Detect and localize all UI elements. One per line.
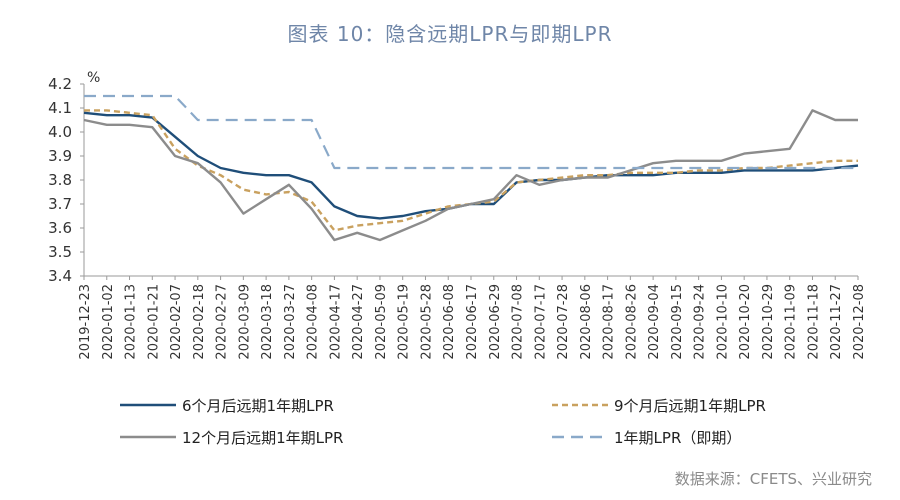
series-line-3 (84, 94, 858, 170)
legend-label-2: 12个月后远期1年期LPR (182, 429, 343, 447)
x-tick-label: 2020-12-08 (852, 284, 867, 360)
x-tick-label: 2020-08-06 (579, 284, 594, 360)
legend: 6个月后远期1年期LPR 9个月后远期1年期LPR 12个月后远期1年期LPR 1年期… (120, 397, 766, 447)
x-tick-label: 2020-08-26 (624, 284, 639, 360)
x-tick-label: 2020-04-17 (328, 284, 343, 360)
x-tick-label: 2020-04-27 (351, 284, 366, 360)
axes: 3.4 3.5 3.6 3.7 3.8 3.9 4.0 4.1 4.2 % 2019-12-23 20… (48, 70, 867, 360)
x-tick-label: 2020-02-27 (215, 284, 230, 360)
x-tick-label: 2020-07-08 (511, 284, 526, 360)
x-tick-label: 2020-10-29 (761, 284, 776, 360)
x-tick-label: 2020-02-07 (169, 284, 184, 360)
x-tick-label: 2020-01-13 (124, 284, 139, 360)
y-tick-label: 4.1 (48, 99, 72, 117)
y-tick-label: 3.7 (48, 195, 72, 213)
x-tick-label: 2020-10-10 (715, 284, 730, 360)
series-lines (83, 94, 859, 242)
y-unit-label: % (87, 70, 100, 86)
y-tick-label: 3.8 (48, 171, 72, 189)
y-tick-label: 3.6 (48, 219, 72, 237)
y-tick-label: 4.2 (48, 75, 72, 93)
x-tick-label: 2020-11-18 (806, 284, 821, 360)
x-tick-label: 2020-08-17 (602, 284, 617, 360)
x-tick-label: 2020-06-29 (488, 284, 503, 360)
y-tick-label: 4.0 (48, 123, 72, 141)
y-tick-label: 3.5 (48, 243, 72, 261)
x-tick-label: 2020-07-28 (556, 284, 571, 360)
series-line-2 (83, 109, 858, 242)
x-tick-label: 2020-04-08 (306, 284, 321, 360)
x-tick-label: 2020-06-08 (442, 284, 457, 360)
x-tick-label: 2020-01-21 (146, 284, 161, 360)
x-tick-label: 2020-09-15 (670, 284, 685, 360)
series-line-1 (84, 109, 858, 232)
chart-title: 图表 10：隐含远期LPR与即期LPR (287, 22, 613, 46)
x-tick-label: 2020-05-19 (397, 284, 412, 360)
x-tick-label: 2020-02-18 (192, 284, 207, 360)
x-tick-label: 2020-05-28 (419, 284, 434, 360)
x-tick-label: 2020-10-20 (738, 284, 753, 360)
legend-label-1: 9个月后远期1年期LPR (614, 397, 766, 415)
x-tick-label: 2020-09-04 (647, 284, 662, 360)
legend-label-0: 6个月后远期1年期LPR (182, 397, 334, 415)
x-tick-label: 2019-12-23 (78, 284, 93, 360)
x-tick-label: 2020-09-24 (693, 284, 708, 360)
legend-label-3: 1年期LPR（即期） (614, 429, 741, 447)
x-tick-label: 2020-01-02 (101, 284, 116, 360)
x-tick-label: 2020-06-17 (465, 284, 480, 360)
x-tick-label: 2020-03-27 (283, 284, 298, 360)
x-tick-label: 2020-05-09 (374, 284, 389, 360)
x-tick-label: 2020-03-09 (237, 284, 252, 360)
y-tick-label: 3.4 (48, 267, 72, 285)
x-tick-label: 2020-03-18 (260, 284, 275, 360)
source-note: 数据来源：CFETS、兴业研究 (674, 470, 872, 488)
y-tick-label: 3.9 (48, 147, 72, 165)
x-tick-label: 2020-11-09 (784, 284, 799, 360)
x-tick-label: 2020-07-17 (533, 284, 548, 360)
x-tick-label: 2020-11-27 (829, 284, 844, 360)
